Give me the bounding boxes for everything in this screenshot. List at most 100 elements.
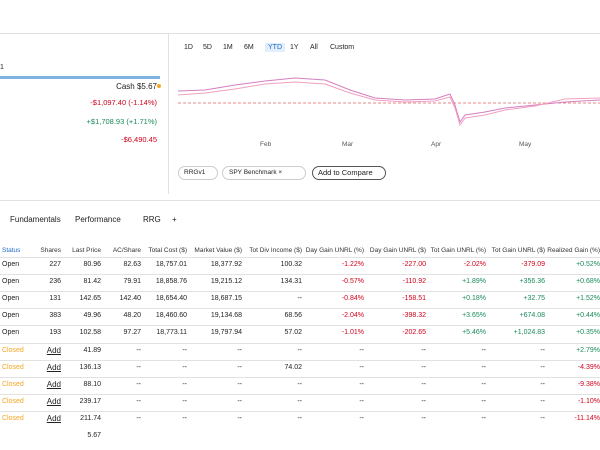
- table-cell: Open: [2, 295, 20, 302]
- table-cell: --: [421, 381, 426, 388]
- table-cell: 142.40: [119, 295, 141, 302]
- table-cell: 193: [49, 329, 61, 336]
- range-button[interactable]: All: [310, 44, 318, 51]
- table-cell: 18,773.11: [156, 329, 187, 336]
- table-cell: -158.51: [402, 295, 426, 302]
- table-cell: --: [540, 381, 545, 388]
- legend-entry: SPY Benchmark ×: [229, 169, 283, 176]
- table-cell: 136.13: [79, 364, 101, 371]
- table-cell: 18,687.15: [210, 295, 242, 302]
- table-cell[interactable]: Add: [46, 414, 61, 423]
- table-cell: --: [481, 381, 486, 388]
- table-cell: Closed: [2, 381, 24, 388]
- table-cell: -202.65: [402, 329, 426, 336]
- legend-chip[interactable]: [222, 166, 306, 180]
- dot: [157, 84, 161, 88]
- tab[interactable]: +: [172, 215, 177, 224]
- range-button[interactable]: 1D: [184, 44, 193, 51]
- table-cell[interactable]: Add: [46, 346, 61, 355]
- table-cell: Closed: [2, 364, 24, 371]
- table-cell: 18,654.40: [155, 295, 187, 302]
- table-cell: Closed: [2, 347, 24, 354]
- add-compare[interactable]: Add to Compare: [318, 168, 373, 177]
- range-button[interactable]: 1M: [223, 44, 233, 51]
- table-cell: --: [481, 347, 486, 354]
- table-cell: --: [359, 415, 364, 422]
- divider: [0, 200, 600, 201]
- table-cell: 57.02: [284, 329, 302, 336]
- table-cell: --: [540, 364, 545, 371]
- table-cell: 227: [49, 261, 61, 268]
- table-cell: --: [481, 415, 486, 422]
- table-cell: --: [297, 295, 302, 302]
- legend-chip[interactable]: [178, 166, 218, 180]
- table-cell: --: [182, 364, 187, 371]
- table-cell[interactable]: Add: [46, 363, 61, 372]
- table-cell: 88.10: [83, 381, 101, 388]
- range-button[interactable]: 1Y: [290, 44, 299, 51]
- column-header: Market Value ($): [194, 247, 242, 254]
- tab[interactable]: Fundamentals: [10, 215, 61, 224]
- table-cell: 18,377.92: [210, 261, 242, 268]
- column-header: Shares: [40, 247, 61, 254]
- button[interactable]: [312, 166, 386, 180]
- table-cell[interactable]: Add: [46, 380, 61, 389]
- table-cell: --: [182, 398, 187, 405]
- table-cell: 236: [49, 278, 61, 285]
- summary-value: +$1,708.93 (+1.71%): [86, 117, 157, 126]
- table-cell: -4.39%: [577, 364, 600, 371]
- table-cell: --: [136, 347, 141, 354]
- table-cell: -11.14%: [574, 415, 600, 422]
- table-cell: --: [359, 381, 364, 388]
- table-cell: --: [237, 381, 242, 388]
- table-cell: 48.20: [123, 312, 141, 319]
- table-cell: 18,757.01: [155, 261, 187, 268]
- table-cell: --: [136, 415, 141, 422]
- table-cell: --: [540, 347, 545, 354]
- table-cell: --: [359, 398, 364, 405]
- column-header: Tot Div Income ($): [249, 247, 302, 254]
- table-cell: Open: [2, 278, 20, 285]
- table-cell: -0.84%: [341, 295, 364, 302]
- table-cell: Closed: [2, 415, 24, 422]
- table-cell: +3.65%: [462, 312, 486, 319]
- tab[interactable]: RRG: [143, 215, 161, 224]
- row-divider: [0, 308, 600, 309]
- table-cell: 383: [49, 312, 61, 319]
- table-cell[interactable]: Add: [46, 397, 61, 406]
- table-cell: 102.58: [79, 329, 101, 336]
- table-cell: -1.01%: [341, 329, 364, 336]
- table-cell: -0.57%: [341, 278, 364, 285]
- table-cell: --: [540, 415, 545, 422]
- series-line: [177, 81, 600, 127]
- range-button[interactable]: YTD: [265, 43, 285, 52]
- portfolio-name: 1: [0, 64, 4, 71]
- row-divider: [0, 394, 600, 395]
- table-cell: +0.35%: [576, 329, 600, 336]
- table-cell: --: [359, 364, 364, 371]
- legend-entry: RRGv1: [184, 169, 206, 176]
- column-header: Last Price: [72, 247, 101, 254]
- range-button[interactable]: Custom: [330, 44, 355, 51]
- x-tick-label: May: [519, 141, 532, 148]
- range-button[interactable]: 5D: [203, 44, 212, 51]
- table-cell: -379.09: [521, 261, 545, 268]
- cash: Cash $5.67: [116, 82, 157, 91]
- table-cell: +0.68%: [576, 278, 600, 285]
- table-cell: --: [237, 398, 242, 405]
- table-cell: +0.44%: [576, 312, 600, 319]
- table-cell: -1.10%: [577, 398, 600, 405]
- x-tick-label: Feb: [260, 141, 272, 148]
- table-cell: 80.96: [83, 261, 101, 268]
- table-cell: +32.75: [523, 295, 545, 302]
- summary-value: -$6,490.45: [121, 135, 157, 144]
- table-cell: 100.32: [280, 261, 302, 268]
- table-cell: --: [421, 364, 426, 371]
- tab[interactable]: Performance: [75, 215, 121, 224]
- table-cell: --: [136, 381, 141, 388]
- table-cell: 18,858.76: [155, 278, 187, 285]
- range-button[interactable]: 6M: [244, 44, 254, 51]
- table-cell: +1.89%: [462, 278, 486, 285]
- row-divider: [0, 274, 600, 275]
